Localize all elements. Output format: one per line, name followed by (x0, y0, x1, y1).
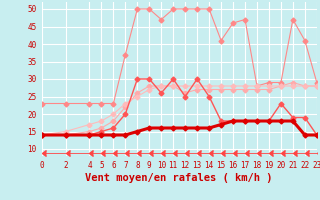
X-axis label: Vent moyen/en rafales ( km/h ): Vent moyen/en rafales ( km/h ) (85, 173, 273, 183)
